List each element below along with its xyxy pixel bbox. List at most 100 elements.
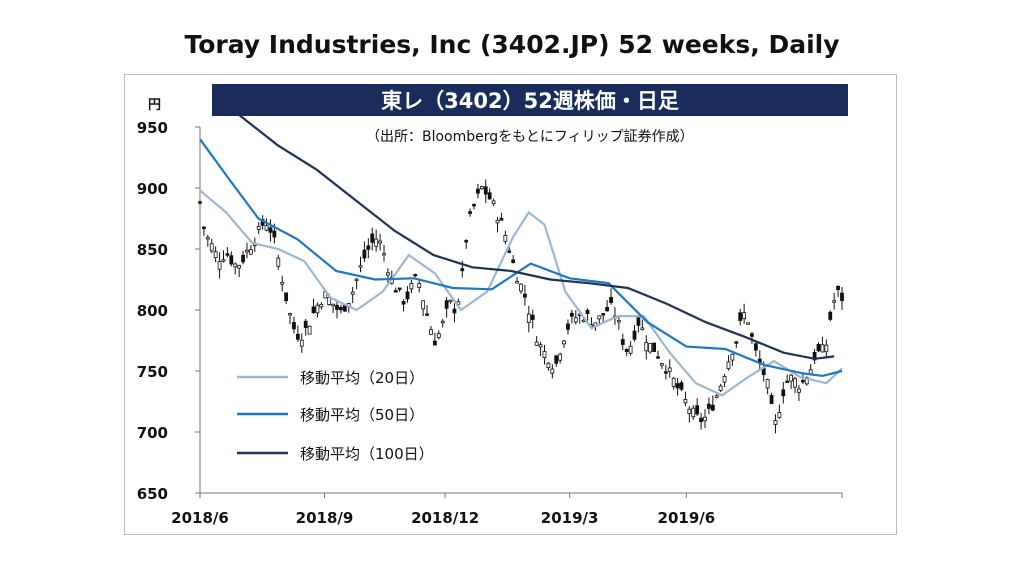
- candle-body: [491, 200, 496, 205]
- candle-body: [432, 340, 437, 346]
- candle-body: [311, 306, 316, 313]
- candle-body: [558, 353, 563, 361]
- candle-body: [319, 303, 324, 308]
- candle-body: [464, 240, 469, 243]
- candle-body: [742, 312, 747, 320]
- candle-body: [272, 230, 277, 238]
- candle-body: [378, 240, 382, 244]
- candle-body: [710, 404, 715, 411]
- candle-body: [409, 283, 414, 290]
- candle-body: [828, 311, 833, 320]
- candle-body: [198, 201, 202, 204]
- candle-body: [785, 380, 790, 384]
- candle-body: [542, 351, 547, 359]
- chart-title-banner: [212, 84, 848, 116]
- candle-body: [331, 303, 335, 307]
- candle-body: [679, 382, 684, 390]
- candle-body: [245, 249, 249, 253]
- candle-body: [714, 395, 719, 398]
- candle-body: [644, 342, 649, 352]
- candle-body: [405, 291, 410, 300]
- chart-frame: [124, 74, 897, 535]
- candle-body: [495, 219, 500, 224]
- candle-body: [746, 322, 750, 325]
- candle-body: [656, 356, 660, 359]
- candle-body: [750, 333, 754, 337]
- candle-body: [315, 304, 320, 314]
- candle-body: [229, 255, 234, 265]
- y-tick-label: 850: [137, 241, 168, 259]
- candle-body: [225, 253, 230, 256]
- candle-body: [640, 327, 645, 331]
- candle-body: [382, 253, 386, 256]
- legend-label: 移動平均（50日）: [300, 406, 424, 424]
- y-tick-label: 700: [137, 424, 168, 442]
- candle-body: [738, 312, 743, 321]
- candle-body: [499, 217, 504, 221]
- candle-body: [417, 282, 422, 289]
- candle-body: [362, 249, 367, 259]
- candle-body: [429, 329, 433, 335]
- candle-body: [303, 320, 308, 328]
- candle-body: [264, 225, 269, 231]
- chart-title: 東レ（3402）52週株価・日足: [381, 89, 679, 113]
- candle-body: [487, 192, 492, 200]
- legend-label: 移動平均（20日）: [300, 369, 424, 387]
- candle-body: [519, 283, 523, 292]
- candle-body: [769, 394, 774, 405]
- candle-body: [601, 313, 606, 316]
- candle-body: [703, 416, 707, 422]
- x-tick-label: 2018/9: [296, 509, 354, 527]
- candle-body: [299, 339, 304, 347]
- candle-body: [566, 323, 570, 330]
- x-tick-label: 2018/6: [171, 509, 229, 527]
- candle-body: [812, 351, 817, 361]
- candle-body: [440, 320, 445, 324]
- candle-body: [448, 299, 453, 303]
- candle-body: [671, 377, 676, 387]
- candle-body: [205, 237, 210, 240]
- candle-body: [840, 292, 844, 301]
- candle-body: [233, 263, 238, 268]
- page-title: Toray Industries, Inc (3402.JP) 52 weeks…: [184, 30, 840, 59]
- candle-body: [370, 233, 375, 243]
- candle-body: [562, 340, 566, 345]
- candle-body: [213, 251, 218, 259]
- candle-body: [722, 376, 727, 383]
- candle-body: [550, 368, 555, 374]
- candle-body: [652, 342, 656, 352]
- candle-body: [597, 315, 602, 320]
- candle-body: [816, 343, 821, 352]
- candle-body: [268, 227, 273, 233]
- candle-body: [436, 333, 441, 338]
- candle-body: [526, 313, 531, 323]
- ma-line-1: [199, 189, 843, 397]
- candle-body: [511, 259, 516, 263]
- candle-body: [800, 380, 805, 383]
- y-tick-label: 950: [137, 119, 168, 137]
- candle-body: [472, 204, 476, 207]
- candle-body: [663, 371, 668, 374]
- candle-body: [401, 301, 406, 305]
- candle-body: [797, 388, 801, 393]
- candle-body: [660, 363, 664, 366]
- candle-body: [202, 226, 206, 229]
- candle-body: [789, 374, 794, 382]
- candle-body: [624, 348, 629, 352]
- candle-body: [808, 369, 813, 375]
- ma-line-2: [199, 138, 843, 378]
- candle-body: [699, 417, 703, 423]
- candle-body: [241, 254, 245, 263]
- candle-body: [366, 245, 371, 250]
- candle-body: [256, 225, 261, 230]
- candle-body: [667, 367, 672, 372]
- candle-body: [707, 403, 711, 409]
- candle-body: [781, 389, 786, 397]
- ma-line-3: [238, 113, 835, 360]
- candle-body: [538, 344, 543, 348]
- candle-body: [820, 344, 825, 353]
- candle-body: [691, 407, 696, 418]
- candle-body: [632, 330, 637, 340]
- y-tick-label: 900: [137, 180, 168, 198]
- candle-body: [503, 235, 508, 242]
